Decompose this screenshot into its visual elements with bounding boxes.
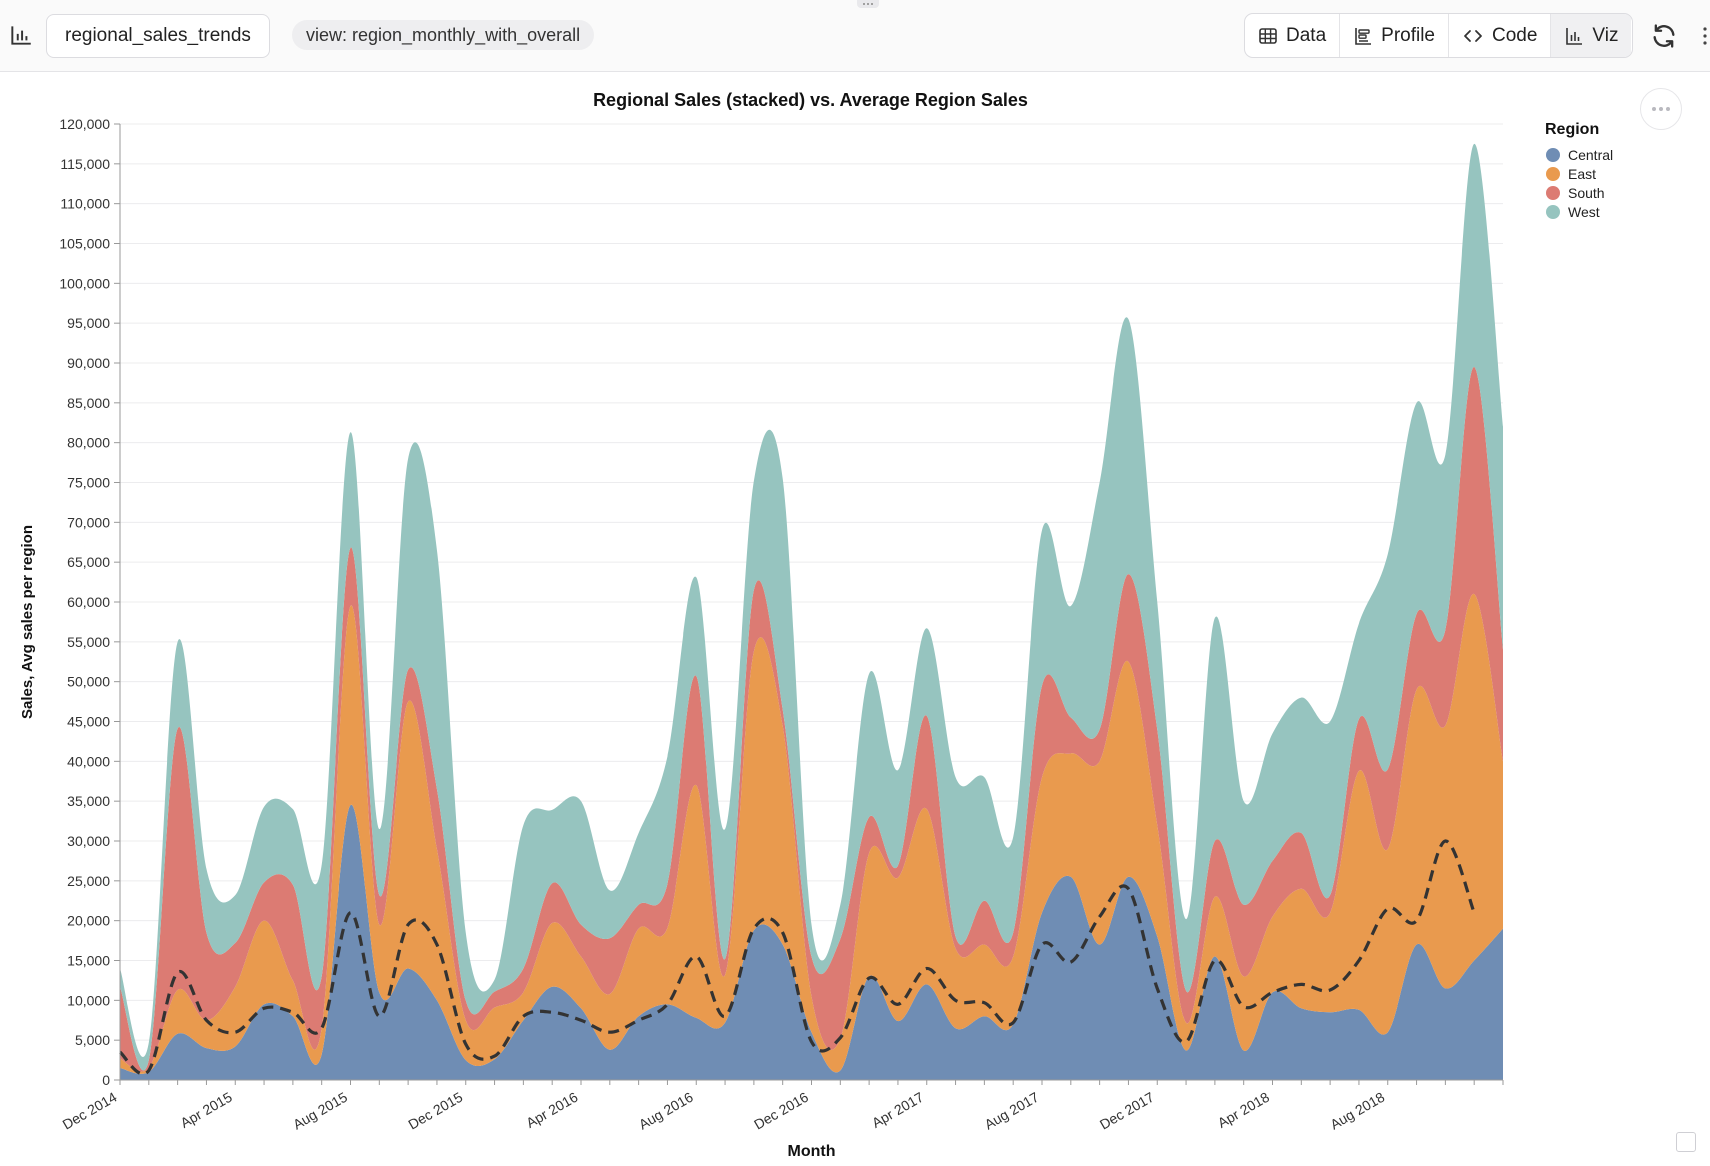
avg-line (118, 839, 1476, 1076)
y-tick-label: 100,000 (59, 275, 110, 291)
x-tick-label: Apr 2018 (1215, 1089, 1272, 1131)
drag-handle[interactable] (857, 0, 879, 8)
tab-code[interactable]: Code (1449, 14, 1552, 57)
area-central (120, 804, 1503, 1080)
x-tick-label: Aug 2018 (1327, 1089, 1387, 1133)
kebab-menu-icon[interactable] (1702, 26, 1708, 46)
legend-label-east: East (1568, 166, 1596, 182)
legend-label-central: Central (1568, 147, 1613, 163)
y-tick-label: 90,000 (67, 355, 110, 371)
y-tick-label: 5,000 (75, 1032, 110, 1048)
y-axis-title: Sales, Avg sales per region (19, 525, 36, 719)
y-tick-label: 70,000 (67, 514, 110, 530)
y-tick-label: 20,000 (67, 913, 110, 929)
y-tick-label: 0 (102, 1072, 110, 1088)
tab-data-label: Data (1286, 24, 1327, 46)
legend-label-south: South (1568, 185, 1605, 201)
y-tick-label: 15,000 (67, 953, 110, 969)
x-tick-label: Dec 2015 (405, 1089, 465, 1133)
tab-profile-label: Profile (1381, 24, 1435, 46)
y-tick-label: 115,000 (60, 156, 110, 172)
chart: 0 5,000 10,000 15,000 20,000 25,000 30,000 35,0… (19, 90, 1613, 1160)
view-mode-tabs: Data Profile Code Viz (1244, 13, 1633, 58)
tab-data[interactable]: Data (1245, 14, 1341, 57)
tab-code-label: Code (1492, 24, 1538, 46)
y-tick-label: 80,000 (67, 435, 110, 451)
legend-swatch-west (1546, 205, 1560, 219)
area-east (120, 593, 1503, 1074)
x-tick-label: Aug 2017 (982, 1089, 1042, 1133)
code-icon (1464, 29, 1482, 42)
y-tick-label: 110,000 (60, 196, 110, 212)
x-tick-label: Apr 2015 (178, 1089, 235, 1131)
y-tick-label: 60,000 (67, 594, 110, 610)
y-tick-label: 40,000 (67, 753, 110, 769)
legend-swatch-east (1546, 167, 1560, 181)
x-axis-title: Month (788, 1143, 836, 1160)
y-tick-label: 30,000 (67, 833, 110, 849)
x-tick-label: Dec 2016 (751, 1089, 811, 1133)
bar-chart-icon (1566, 27, 1583, 45)
x-tick-label: Apr 2017 (869, 1089, 926, 1131)
legend-swatch-south (1546, 186, 1560, 200)
profile-icon (1355, 27, 1372, 45)
y-tick-label: 120,000 (59, 116, 110, 132)
chart-actions-button[interactable] (1640, 88, 1682, 130)
x-tick-label: Aug 2016 (636, 1089, 696, 1133)
y-tick-label: 85,000 (67, 395, 110, 411)
tab-profile[interactable]: Profile (1340, 14, 1449, 57)
y-tick-label: 10,000 (67, 992, 110, 1008)
refresh-icon[interactable] (1650, 22, 1678, 50)
y-tick-label: 65,000 (67, 554, 110, 570)
y-tick-label: 105,000 (59, 236, 110, 252)
legend-label-west: West (1568, 204, 1600, 220)
tab-viz[interactable]: Viz (1551, 14, 1632, 57)
chart-panel: 0 5,000 10,000 15,000 20,000 25,000 30,000 35,0… (0, 72, 1710, 1166)
chart-title: Regional Sales (stacked) vs. Average Reg… (593, 90, 1028, 110)
table-icon (1259, 27, 1277, 44)
legend-title: Region (1545, 121, 1599, 138)
view-badge[interactable]: view: region_monthly_with_overall (292, 20, 595, 50)
y-tick-label: 45,000 (67, 714, 110, 730)
resize-handle[interactable] (1676, 1132, 1696, 1152)
legend-swatch-central (1546, 148, 1560, 162)
y-tick-label: 25,000 (67, 873, 110, 889)
x-tick-label: Aug 2015 (290, 1089, 350, 1133)
x-tick-label: Dec 2014 (60, 1089, 120, 1133)
x-tick-label: Dec 2017 (1097, 1089, 1157, 1133)
y-tick-label: 55,000 (67, 634, 110, 650)
y-tick-label: 50,000 (67, 674, 110, 690)
bar-chart-icon[interactable] (8, 22, 34, 48)
y-tick-label: 35,000 (67, 793, 110, 809)
y-tick-label: 95,000 (67, 315, 110, 331)
y-tick-label: 75,000 (67, 475, 110, 491)
top-toolbar: regional_sales_trends view: region_month… (0, 0, 1710, 72)
x-tick-label: Apr 2016 (523, 1089, 580, 1131)
tab-viz-label: Viz (1592, 24, 1619, 46)
view-name-field[interactable]: regional_sales_trends (46, 14, 270, 58)
